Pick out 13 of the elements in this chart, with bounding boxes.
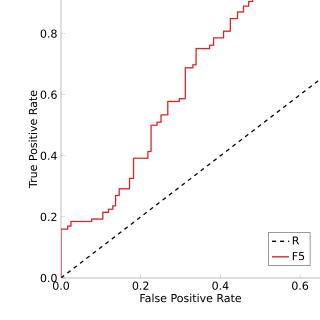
y-tick-label: 0.6 bbox=[40, 90, 57, 99]
legend-label: R bbox=[292, 236, 300, 245]
x-tick-label: 0.6 bbox=[292, 282, 308, 290]
x-axis-title: False Positive Rate bbox=[140, 294, 242, 302]
y-axis-title: True Positive Rate bbox=[28, 90, 38, 188]
x-tick-label: 0.2 bbox=[132, 282, 148, 290]
y-tick-label: 0.4 bbox=[40, 152, 57, 160]
x-tick-label: 0.4 bbox=[212, 282, 229, 290]
y-tick-label: 0.0 bbox=[40, 274, 57, 282]
y-tick-label: 0.8 bbox=[40, 29, 57, 38]
y-tick-label: 0.2 bbox=[40, 212, 56, 222]
x-tick-label: 0.0 bbox=[52, 282, 70, 290]
legend-label: F5 bbox=[292, 252, 304, 260]
